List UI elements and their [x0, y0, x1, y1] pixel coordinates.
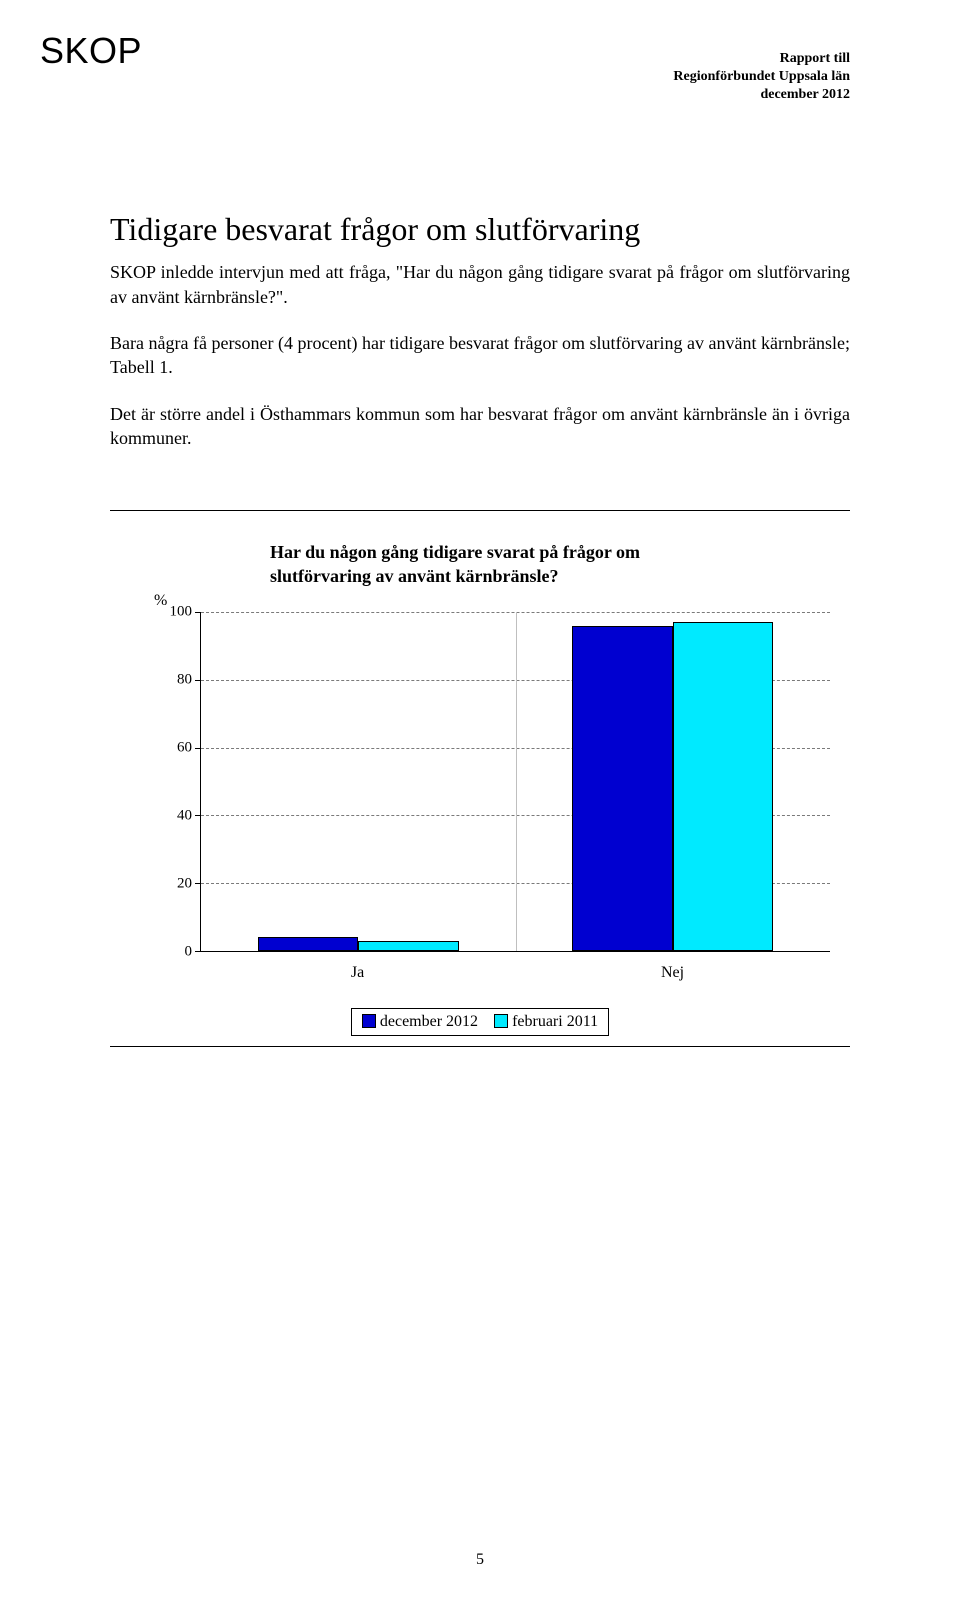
y-tick-label: 20: [177, 875, 192, 892]
y-tick-label: 60: [177, 739, 192, 756]
legend-label: december 2012: [380, 1013, 478, 1030]
legend-swatch: [362, 1014, 376, 1028]
logo: SKOP: [40, 30, 142, 72]
legend-item: december 2012: [362, 1013, 478, 1031]
report-date: december 2012: [673, 86, 850, 104]
page-heading: Tidigare besvarat frågor om slutförvarin…: [110, 210, 850, 248]
page-number: 5: [0, 1551, 960, 1569]
y-tick-label: 100: [170, 603, 193, 620]
report-to-label: Rapport till: [673, 50, 850, 68]
y-tick-label: 40: [177, 807, 192, 824]
chart-title-line: slutförvaring av använt kärnbränsle?: [270, 566, 559, 586]
y-tick-mark: [195, 951, 201, 952]
report-org: Regionförbundet Uppsala län: [673, 68, 850, 86]
bar: [358, 941, 459, 951]
paragraph: SKOP inledde intervjun med att fråga, "H…: [110, 260, 850, 309]
bar: [572, 626, 673, 951]
bar: [673, 622, 774, 951]
chart-title: Har du någon gång tidigare svarat på frå…: [270, 541, 850, 588]
content: Tidigare besvarat frågor om slutförvarin…: [110, 210, 850, 1047]
bar: [258, 937, 359, 951]
paragraph: Det är större andel i Östhammars kommun …: [110, 402, 850, 451]
y-tick-label: 0: [185, 943, 193, 960]
x-tick-label: Nej: [661, 964, 684, 982]
chart-section: Har du någon gång tidigare svarat på frå…: [110, 510, 850, 1047]
legend-item: februari 2011: [494, 1013, 598, 1031]
chart-legend: december 2012 februari 2011: [351, 1008, 609, 1036]
x-tick-label: Ja: [351, 964, 364, 982]
y-tick-label: 80: [177, 671, 192, 688]
y-axis-label: %: [154, 592, 167, 610]
chart: % 020406080100 JaNej: [160, 602, 840, 982]
legend-label: februari 2011: [512, 1013, 598, 1030]
paragraph: Bara några få personer (4 procent) har t…: [110, 331, 850, 380]
report-header: Rapport till Regionförbundet Uppsala län…: [673, 50, 850, 105]
legend-swatch: [494, 1014, 508, 1028]
divider: [110, 1046, 850, 1047]
chart-title-line: Har du någon gång tidigare svarat på frå…: [270, 542, 640, 562]
